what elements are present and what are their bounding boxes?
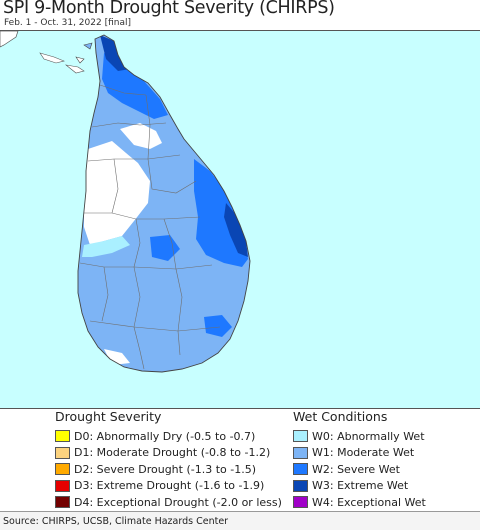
ocean [0,31,480,408]
drought-legend-item-d2: D2: Severe Drought (-1.3 to -1.5) [55,461,282,478]
wet-swatch-w0 [293,430,308,443]
drought-swatch-d3 [55,479,70,492]
drought-legend-item-d0: D0: Abnormally Dry (-0.5 to -0.7) [55,428,282,445]
drought-swatch-d0 [55,430,70,443]
drought-legend-title: Drought Severity [55,409,162,424]
sri-lanka-map [0,31,480,408]
drought-legend-label: D3: Extreme Drought (-1.6 to -1.9) [74,479,265,493]
drought-legend-label: D2: Severe Drought (-1.3 to -1.5) [74,462,257,476]
wet-swatch-w1 [293,446,308,459]
wet-legend-label: W3: Extreme Wet [312,479,409,493]
map-title: SPI 9-Month Drought Severity (CHIRPS) [3,0,335,18]
drought-legend-label: D4: Exceptional Drought (-2.0 or less) [74,495,282,509]
wet-legend-label: W4: Exceptional Wet [312,495,426,509]
wet-legend-item-w1: W1: Moderate Wet [293,445,426,462]
drought-swatch-d1 [55,446,70,459]
w2-severe-wet-central [150,235,180,261]
wet-swatch-w4 [293,496,308,509]
map-panel [0,30,480,409]
wet-legend-item-w0: W0: Abnormally Wet [293,428,426,445]
adams-bridge-islet [64,64,85,74]
wet-legend-title: Wet Conditions [293,409,388,424]
rameswaram-island [39,52,65,64]
drought-legend-label: D0: Abnormally Dry (-0.5 to -0.7) [74,429,256,443]
drought-swatch-d2 [55,463,70,476]
drought-swatch-d4 [55,496,70,509]
drought-legend: D0: Abnormally Dry (-0.5 to -0.7) D1: Mod… [55,428,282,511]
drought-legend-label: D1: Moderate Drought (-0.8 to -1.2) [74,446,271,460]
wet-legend-label: W1: Moderate Wet [312,446,415,460]
coastline [77,34,251,373]
northern-islet [75,56,85,64]
near-normal-area-north [120,123,162,149]
source-credit: Source: CHIRPS, UCSB, Climate Hazards Ce… [0,511,480,530]
drought-legend-item-d3: D3: Extreme Drought (-1.6 to -1.9) [55,478,282,495]
wet-legend-label: W2: Severe Wet [312,462,400,476]
district-boundaries [79,84,221,370]
w3-extreme-wet-east [224,203,248,257]
wet-legend-item-w3: W3: Extreme Wet [293,478,426,495]
wet-legend: W0: Abnormally Wet W1: Moderate Wet W2: Se… [293,428,426,511]
wet-legend-item-w2: W2: Severe Wet [293,461,426,478]
wet-swatch-w2 [293,463,308,476]
wet-legend-label: W0: Abnormally Wet [312,429,425,443]
northern-islet [83,42,93,50]
drought-legend-item-d4: D4: Exceptional Drought (-2.0 or less) [55,494,282,511]
map-subtitle: Feb. 1 - Oct. 31, 2022 [final] [4,18,131,28]
drought-legend-item-d1: D1: Moderate Drought (-0.8 to -1.2) [55,445,282,462]
w2-severe-wet-southeast [204,315,232,337]
wet-swatch-w3 [293,479,308,492]
w0-abnormally-wet-area [82,236,130,257]
india-coast [0,31,19,48]
wet-legend-item-w4: W4: Exceptional Wet [293,494,426,511]
